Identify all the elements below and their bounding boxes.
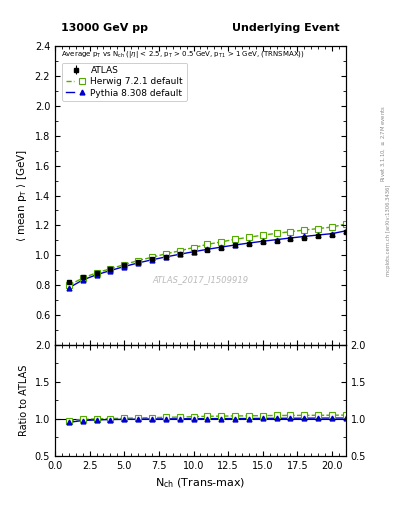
Text: Underlying Event: Underlying Event: [232, 23, 340, 33]
X-axis label: N$_\mathrm{ch}$ (Trans-max): N$_\mathrm{ch}$ (Trans-max): [155, 476, 246, 489]
Legend: ATLAS, Herwig 7.2.1 default, Pythia 8.308 default: ATLAS, Herwig 7.2.1 default, Pythia 8.30…: [62, 62, 187, 101]
Text: Rivet 3.1.10, $\geq$ 2.7M events: Rivet 3.1.10, $\geq$ 2.7M events: [379, 105, 387, 182]
Y-axis label: Ratio to ATLAS: Ratio to ATLAS: [19, 365, 29, 436]
Text: 13000 GeV pp: 13000 GeV pp: [61, 23, 148, 33]
Text: mcplots.cern.ch [arXiv:1306.3436]: mcplots.cern.ch [arXiv:1306.3436]: [386, 185, 391, 276]
Text: Average p$_\mathrm{T}$ vs N$_\mathrm{ch}$ ($|\eta|$ < 2.5, p$_\mathrm{T}$ > 0.5 : Average p$_\mathrm{T}$ vs N$_\mathrm{ch}…: [61, 49, 305, 60]
Y-axis label: $\langle$ mean p$_\mathrm{T}$ $\rangle$ [GeV]: $\langle$ mean p$_\mathrm{T}$ $\rangle$ …: [15, 149, 29, 242]
Text: ATLAS_2017_I1509919: ATLAS_2017_I1509919: [152, 275, 248, 284]
